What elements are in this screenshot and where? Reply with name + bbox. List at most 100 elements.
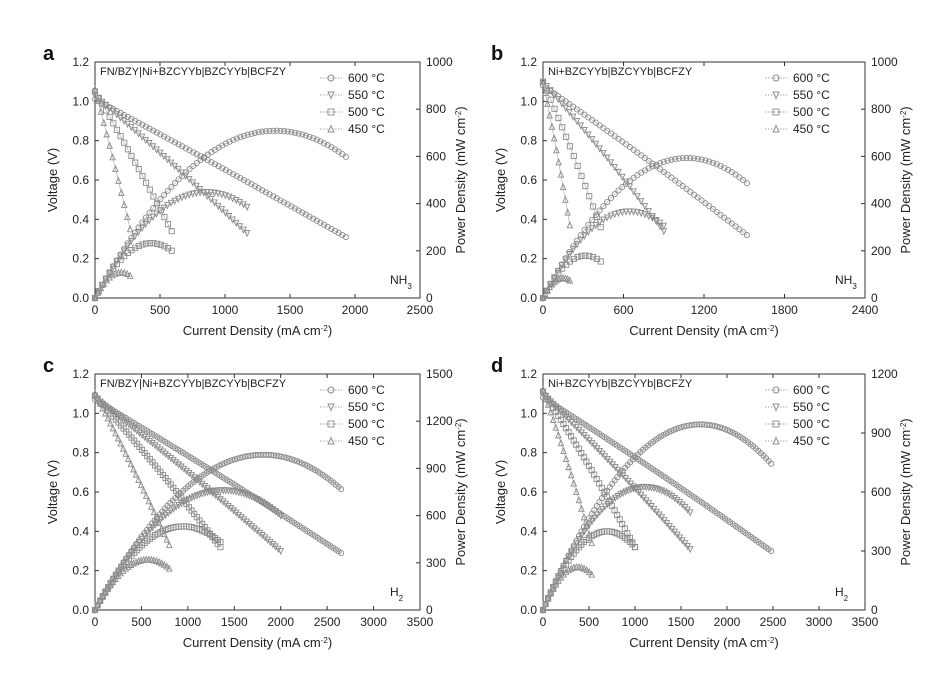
legend-label: 500 °C [793, 417, 830, 431]
iv-point [578, 172, 585, 179]
y2-tick-label: 800 [426, 102, 446, 116]
power-point [569, 245, 577, 254]
fuel-label: H2 [835, 585, 849, 603]
iv-point [555, 158, 562, 166]
power-point [601, 503, 609, 511]
y2-tick-label: 600 [871, 149, 891, 163]
iv-point [225, 213, 233, 221]
power-point [317, 138, 324, 145]
iv-point [274, 545, 282, 553]
iv-point [126, 224, 134, 233]
power-point [653, 161, 660, 168]
power-curve [94, 489, 281, 611]
iv-point [155, 518, 163, 527]
iv-point [113, 126, 120, 133]
iv-point [91, 85, 99, 93]
power-point [269, 506, 277, 514]
iv-point [541, 88, 549, 96]
power-point [686, 509, 694, 517]
power-point [226, 458, 233, 465]
power-point [186, 166, 193, 173]
power-point [274, 510, 282, 518]
power-point [645, 165, 652, 172]
power-point [91, 293, 99, 302]
iv-point [188, 472, 196, 480]
power-point [565, 565, 572, 574]
power-point [104, 584, 112, 592]
power-point [178, 194, 186, 202]
iv-point [709, 205, 716, 213]
iv-point [539, 385, 547, 393]
power-point [615, 187, 622, 194]
iv-point [600, 149, 607, 158]
power-point [262, 128, 269, 135]
iv-point [565, 462, 572, 471]
power-curve [542, 423, 772, 611]
iv-point [251, 525, 258, 533]
iv-point [264, 536, 271, 544]
iv-point [119, 444, 127, 452]
y2-tick-label: 1200 [426, 414, 453, 428]
power-point [619, 489, 627, 498]
iv-point [574, 162, 581, 169]
power-point [716, 424, 723, 431]
iv-point [551, 91, 558, 99]
iv-point [170, 457, 177, 465]
y-tick-label: 0.4 [520, 212, 537, 226]
power-point [578, 252, 585, 260]
x-axis-label: Current Density (mA cm-2) [629, 635, 778, 650]
power-point [599, 506, 606, 514]
iv-point [130, 425, 138, 433]
power-point [592, 222, 600, 230]
iv-point [164, 135, 171, 142]
fuel-label: NH3 [390, 273, 412, 291]
iv-point [559, 124, 566, 131]
panel-letter: c [43, 355, 54, 377]
power-point [244, 131, 251, 138]
power-point [618, 209, 626, 217]
iv-point [135, 475, 142, 483]
power-point [259, 128, 266, 135]
power-point [133, 542, 141, 550]
y2-tick-label: 0 [426, 291, 433, 305]
iv-point [596, 145, 603, 153]
iv-curve [542, 85, 748, 236]
y-tick-label: 1.2 [520, 55, 537, 69]
iv-point [150, 193, 157, 200]
power-point [168, 183, 175, 190]
power-point [589, 216, 596, 223]
x-tick-label: 1800 [771, 303, 798, 317]
legend-marker [327, 403, 335, 412]
power-curve [542, 157, 748, 299]
iv-point [120, 417, 128, 425]
iv-point [240, 516, 248, 524]
y2-axis-label: Power Density (mW cm-2) [898, 418, 913, 565]
y-tick-label: 0.4 [72, 212, 89, 226]
power-point [217, 538, 224, 546]
y2-tick-label: 200 [426, 244, 446, 258]
iv-point [557, 438, 565, 447]
power-point [581, 226, 588, 233]
power-point [143, 240, 150, 247]
x-tick-label: 3500 [407, 615, 434, 629]
iv-point [277, 547, 285, 556]
iv-point [183, 467, 190, 476]
power-point [211, 189, 218, 197]
iv-point [687, 188, 694, 195]
iv-point [566, 109, 573, 117]
power-point [575, 536, 583, 544]
power-point [110, 265, 117, 272]
power-point [586, 252, 593, 260]
iv-point [243, 230, 251, 238]
power-point [113, 260, 120, 268]
power-point [185, 495, 193, 504]
iv-point [107, 406, 114, 415]
iv-point [544, 99, 551, 108]
iv-point [229, 216, 236, 224]
iv-point [243, 518, 251, 526]
power-point [306, 133, 313, 140]
iv-point [193, 476, 201, 484]
power-point [251, 129, 259, 136]
power-point [106, 269, 113, 277]
power-point [171, 197, 178, 206]
